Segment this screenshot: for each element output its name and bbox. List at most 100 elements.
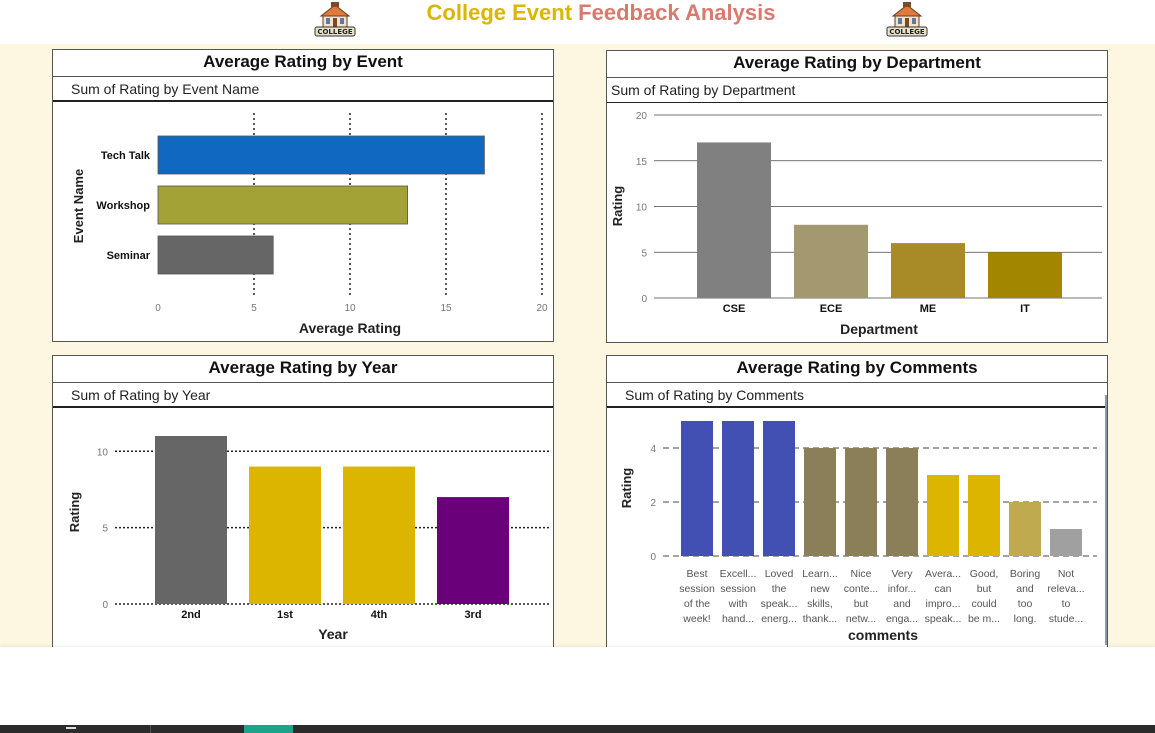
x-tick-label: 0	[155, 303, 161, 314]
taskbar-active-tab[interactable]	[244, 725, 293, 733]
bar	[927, 475, 959, 556]
y-tick-label: 10	[636, 203, 648, 214]
bar	[1050, 529, 1082, 556]
category-label: and	[1016, 583, 1034, 595]
category-label: session	[720, 583, 756, 595]
category-label: skills,	[807, 598, 833, 610]
event-rating-panel[interactable]: Average Rating by Event Sum of Rating by…	[52, 49, 554, 342]
category-label: week!	[682, 613, 710, 625]
category-label: Boring	[1010, 568, 1041, 580]
bar	[794, 224, 868, 298]
chart-subtitle: Sum of Rating by Year	[53, 382, 553, 408]
category-label: but	[854, 598, 869, 610]
category-label: ECE	[820, 303, 843, 315]
comments-bar-chart: 0 2 4 Best session of the week! Excell... sessio…	[619, 421, 1097, 643]
bar	[804, 448, 836, 556]
category-label: Nice	[850, 568, 871, 580]
category-label: Best	[686, 568, 707, 580]
bar	[988, 252, 1062, 298]
category-label: to	[1062, 598, 1071, 610]
category-label: Seminar	[107, 250, 151, 262]
taskbar-icon[interactable]	[66, 727, 76, 729]
taskbar-divider	[150, 725, 151, 733]
category-label: Learn...	[802, 568, 838, 580]
department-bar-chart: 0 5 10 15 20 CSE ECE ME IT Department Rating	[610, 111, 1102, 337]
category-label: 2nd	[181, 609, 201, 621]
department-rating-panel[interactable]: Average Rating by Department Sum of Rati…	[606, 50, 1108, 343]
category-label: netw...	[846, 613, 876, 625]
chart-title: Average Rating by Comments	[736, 358, 978, 377]
bar	[437, 497, 509, 604]
x-axis-label: comments	[848, 627, 918, 643]
bar	[845, 448, 877, 556]
x-axis-label: Average Rating	[299, 320, 401, 336]
category-label: energ...	[761, 613, 797, 625]
category-label: 4th	[371, 609, 388, 621]
y-tick-label: 15	[636, 157, 648, 168]
event-bar-chart: 0 5 10 15 20 Tech Talk Workshop Seminar Average …	[71, 113, 548, 336]
category-label: Excell...	[720, 568, 757, 580]
comments-rating-panel[interactable]: Average Rating by Comments Sum of Rating…	[606, 355, 1108, 647]
category-label: Not	[1058, 568, 1074, 580]
chart-subtitle: Sum of Rating by Event Name	[53, 76, 553, 102]
scrollbar[interactable]	[1105, 395, 1107, 645]
x-tick-label: 15	[440, 303, 452, 314]
category-label: the	[772, 583, 787, 595]
logo-text: COLLEGE	[889, 28, 925, 36]
category-label: infor...	[888, 583, 917, 595]
category-label: ME	[920, 303, 937, 315]
y-axis-label: Rating	[619, 468, 634, 509]
bar	[157, 235, 274, 275]
chart-subtitle: Sum of Rating by Comments	[607, 382, 1107, 408]
category-label: speak...	[761, 598, 798, 610]
category-label: can	[935, 583, 952, 595]
category-label: stude...	[1049, 613, 1083, 625]
bar	[155, 436, 227, 604]
page-footer-area	[0, 647, 1155, 725]
college-logo-icon: COLLEGE	[313, 0, 357, 40]
y-tick-label: 0	[641, 294, 647, 305]
category-label: too	[1018, 598, 1033, 610]
chart-title: Average Rating by Event	[203, 52, 403, 71]
y-tick-label: 2	[650, 498, 656, 509]
bar	[249, 466, 321, 604]
year-rating-panel[interactable]: Average Rating by Year Sum of Rating by …	[52, 355, 554, 647]
category-label: thank...	[803, 613, 837, 625]
bar	[1009, 502, 1041, 556]
category-label: Good,	[970, 568, 999, 580]
bar	[891, 243, 965, 298]
y-axis-label: Event Name	[71, 169, 86, 243]
category-label: long.	[1014, 613, 1037, 625]
category-label: could	[971, 598, 996, 610]
category-label: new	[810, 583, 830, 595]
bar	[697, 142, 771, 298]
bar	[681, 421, 713, 556]
year-bar-chart: 0 5 10 2nd 1st 4th 3rd Year Rating	[67, 436, 549, 642]
college-logo-icon: COLLEGE	[885, 0, 929, 40]
category-label: Avera...	[925, 568, 961, 580]
category-label: but	[977, 583, 992, 595]
category-label: be m...	[968, 613, 1000, 625]
category-label: session	[679, 583, 715, 595]
category-label: IT	[1020, 303, 1030, 315]
category-label: Very	[891, 568, 913, 580]
title-part-gold: College Event	[426, 0, 573, 25]
bar	[763, 421, 795, 556]
y-tick-label: 0	[102, 600, 108, 611]
category-label: speak...	[925, 613, 962, 625]
y-tick-label: 5	[641, 248, 647, 259]
bar	[968, 475, 1000, 556]
category-label: conte...	[844, 583, 878, 595]
bar	[157, 135, 485, 175]
taskbar	[0, 725, 1155, 733]
category-label: CSE	[723, 303, 746, 315]
x-tick-label: 20	[536, 303, 548, 314]
y-tick-label: 10	[97, 447, 109, 458]
category-label: with	[728, 598, 748, 610]
page-title: College Event Feedback Analysis	[0, 0, 1155, 26]
bar	[722, 421, 754, 556]
category-label: Workshop	[96, 200, 150, 212]
x-axis-label: Department	[840, 321, 918, 337]
category-label: Loved	[765, 568, 794, 580]
chart-title: Average Rating by Year	[208, 358, 398, 377]
